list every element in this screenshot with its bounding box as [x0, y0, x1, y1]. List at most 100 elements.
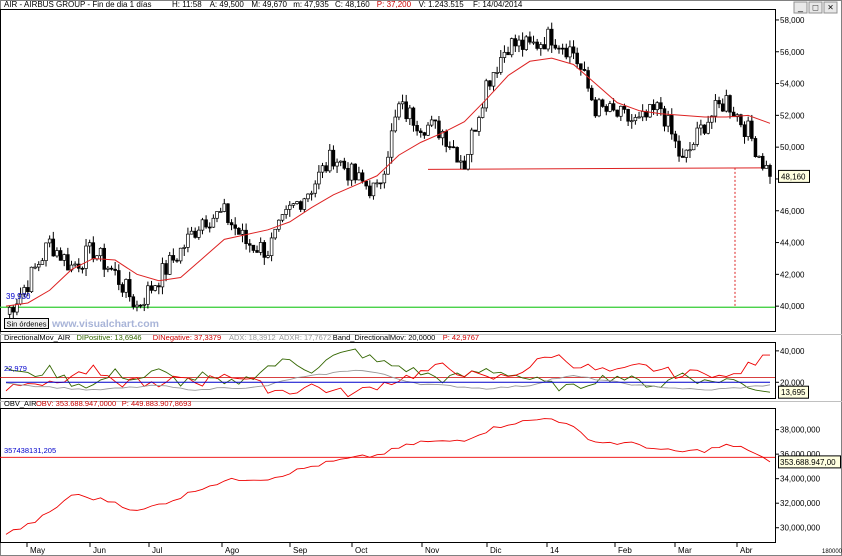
candle-body [651, 104, 656, 111]
candle-body [466, 153, 470, 170]
candle-body [364, 180, 368, 187]
candle-body [557, 47, 561, 50]
candle-body [462, 160, 467, 170]
candle-body [309, 192, 314, 195]
candle-body [582, 69, 587, 71]
candle-body [135, 304, 139, 308]
y-tick-label: 46,000 [780, 207, 805, 216]
price-header-field: H: 11:58 [172, 0, 202, 9]
candle-body [164, 263, 168, 275]
candle-body [124, 279, 128, 293]
candle-body [448, 146, 452, 148]
candle-body [611, 103, 616, 111]
candle-body [528, 36, 532, 43]
candle-body [298, 201, 303, 210]
price-panel [0, 9, 776, 332]
candle-body [571, 46, 576, 54]
candle-body [455, 147, 459, 163]
candle-body [659, 102, 663, 110]
obv-reference-value: 357438131,205 [4, 446, 56, 455]
candle-body [280, 214, 285, 221]
dmi-series-adx [5, 369, 771, 391]
candle-body [648, 104, 652, 118]
candle-body [200, 219, 205, 231]
candle-body [684, 149, 689, 158]
candle-body [393, 116, 398, 132]
x-tick-label: Oct [355, 546, 368, 555]
candle-body [62, 254, 66, 261]
dmi-band-value: 22,979 [4, 364, 27, 373]
price-plot[interactable] [0, 22, 775, 321]
candle-body [233, 224, 237, 229]
candle-body [677, 140, 681, 157]
candle-body [499, 57, 503, 73]
candle-body [7, 307, 12, 315]
y-tick-label: 56,000 [780, 48, 805, 57]
candle-body [568, 46, 572, 58]
candle-body [604, 106, 609, 112]
candle-body [186, 233, 190, 248]
scale-label: 1800000 [822, 549, 842, 555]
candle-body [488, 80, 492, 87]
candle-body [506, 51, 510, 56]
obv-plot[interactable] [0, 418, 775, 535]
maximize-button[interactable]: □ [808, 1, 823, 14]
candle-body [142, 303, 146, 306]
sin-ordenes-label: Sin órdenes [6, 320, 46, 329]
window-controls: _ □ × [793, 1, 838, 14]
candle-body [149, 285, 154, 291]
candle-body [113, 268, 117, 271]
candle-body [40, 260, 45, 265]
candle-body [418, 130, 423, 133]
dmi-plot[interactable] [0, 348, 775, 398]
candle-body [542, 44, 547, 50]
candle-body [258, 242, 263, 253]
obv-header: OBV_AIROBV: 353.688.947,0000 P: 449.883.9… [4, 399, 191, 408]
close-icon: × [828, 3, 834, 14]
y-tick-label: 50,000 [780, 143, 805, 152]
y-tick-label: 38,000,000 [780, 426, 821, 435]
candle-body [724, 95, 729, 112]
candle-body [215, 211, 219, 219]
candle-body [746, 120, 750, 137]
candle-body [688, 149, 692, 152]
candle-body [222, 203, 227, 212]
candle-body [662, 108, 667, 127]
candle-body [411, 107, 416, 126]
candle-body [764, 165, 769, 169]
candle-body [680, 155, 685, 158]
minimize-button[interactable]: _ [793, 1, 808, 14]
x-tick-label: Jul [152, 546, 162, 555]
candle-body [197, 229, 201, 238]
candle-body [127, 279, 132, 298]
candle-body [728, 95, 732, 113]
candle-body [597, 99, 601, 117]
candle-body [513, 38, 518, 47]
price-header-fields: H: 11:58 A: 49,500 M: 49,670 m: 47,935 C: 48… [172, 0, 523, 9]
dmi-last-value-label: 13,695 [781, 388, 806, 397]
close-button[interactable]: × [823, 1, 838, 14]
candle-body [739, 114, 743, 126]
candle-body [255, 250, 259, 253]
candle-body [357, 172, 361, 181]
candle-body [328, 149, 332, 172]
watermark: www.visualchart.com [51, 318, 159, 330]
candle-body [539, 44, 543, 49]
candle-body [593, 99, 598, 117]
candle-body [517, 39, 521, 47]
candle-body [251, 244, 256, 251]
candle-body [218, 211, 223, 213]
maximize-icon: □ [813, 3, 819, 13]
x-tick-label: Abr [740, 546, 753, 555]
dmi-header-field: DirectionalMov_AIR [4, 333, 71, 342]
x-tick-label: Nov [425, 546, 439, 555]
candle-body [619, 105, 623, 117]
candle-body [560, 47, 565, 50]
candle-body [695, 127, 699, 145]
candle-body [55, 250, 59, 257]
candle-body [564, 47, 569, 58]
sin-ordenes-button[interactable]: Sin órdenes [4, 318, 49, 329]
last-price-box [778, 169, 810, 183]
dmi-header-field: P: 42,9767 [443, 333, 479, 342]
